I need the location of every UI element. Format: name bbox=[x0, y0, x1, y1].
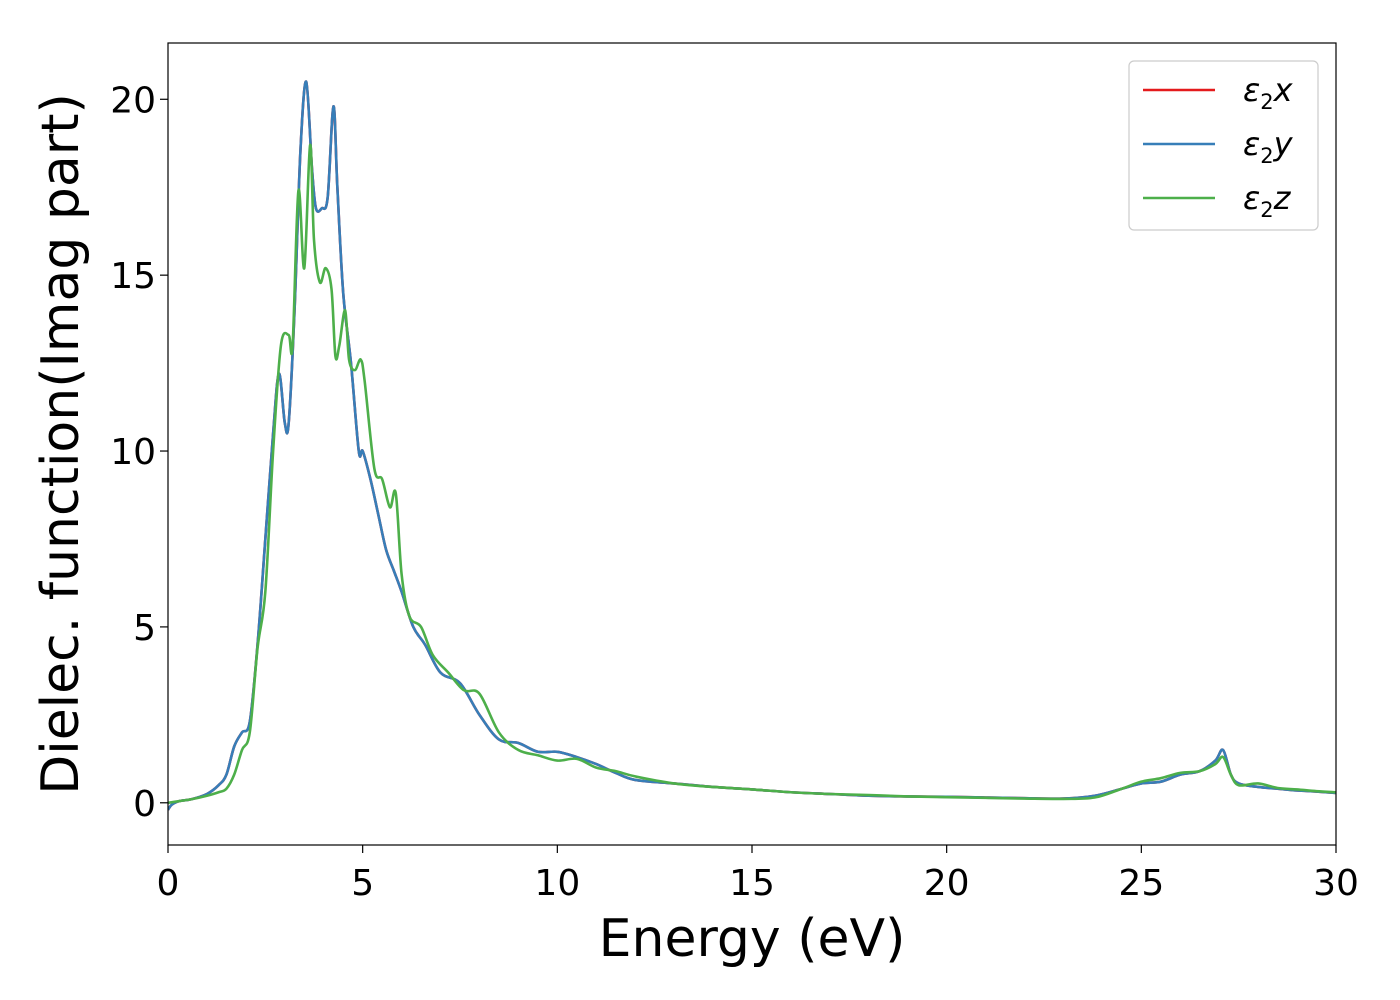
y-tick-label: 0 bbox=[133, 784, 156, 825]
y-tick-label: 20 bbox=[110, 80, 156, 121]
x-tick-label: 5 bbox=[351, 863, 374, 904]
x-axis: 0 5 10 15 20 25 30 bbox=[157, 845, 1359, 904]
series-layer bbox=[168, 80, 1336, 811]
x-tick-label: 30 bbox=[1313, 863, 1359, 904]
y-tick-label: 15 bbox=[110, 256, 156, 297]
x-tick-label: 10 bbox=[534, 863, 580, 904]
x-tick-label: 20 bbox=[924, 863, 970, 904]
y-axis-title: Dielec. function(Imag part) bbox=[31, 93, 91, 795]
x-tick-label: 25 bbox=[1118, 863, 1164, 904]
y-axis: 0 5 10 15 20 bbox=[110, 80, 168, 825]
x-tick-label: 0 bbox=[157, 863, 180, 904]
legend: ε2x ε2y ε2z bbox=[1128, 60, 1319, 231]
legend-label-y: ε2y bbox=[1243, 125, 1294, 168]
x-axis-title: Energy (eV) bbox=[599, 909, 906, 969]
y-tick-label: 5 bbox=[133, 608, 156, 649]
x-tick-label: 15 bbox=[729, 863, 775, 904]
legend-label-x: ε2x bbox=[1243, 71, 1294, 114]
series-line-z bbox=[168, 143, 1336, 805]
y-tick-label: 10 bbox=[110, 432, 156, 473]
legend-box bbox=[1128, 60, 1319, 231]
legend-label-z: ε2z bbox=[1243, 179, 1292, 222]
